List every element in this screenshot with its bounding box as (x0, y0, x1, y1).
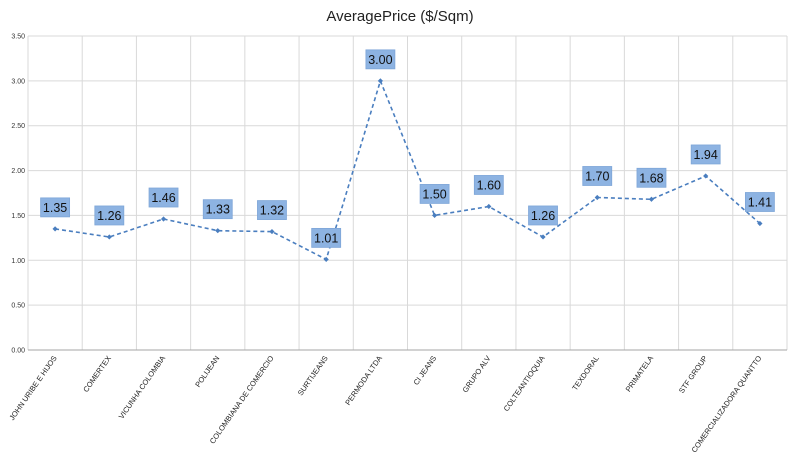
data-point (160, 216, 167, 222)
data-label-box (148, 187, 179, 208)
data-point (540, 234, 546, 240)
data-label: 1.50 (422, 187, 446, 201)
data-point (757, 220, 763, 227)
data-label-box (257, 200, 287, 220)
x-tick-label: VICUNHA COLOMBIA (117, 354, 167, 421)
y-tick-label: 1.00 (11, 258, 25, 265)
y-tick-label: 0.50 (11, 303, 25, 310)
data-point (269, 228, 275, 235)
data-point (377, 78, 383, 84)
data-label-box (582, 166, 613, 186)
x-tick-label: PRIMATELA (624, 354, 655, 394)
x-tick-label: GRUPO ALV (461, 354, 493, 394)
data-label: 1.68 (639, 171, 663, 185)
series-line (54, 78, 761, 261)
data-point (486, 203, 492, 210)
data-label: 1.70 (585, 169, 609, 183)
data-label-box (40, 197, 71, 218)
data-point (215, 228, 221, 234)
y-tick-label: 1.50 (11, 213, 25, 220)
y-tick-label: 3.50 (11, 34, 25, 41)
y-tick-label: 3.00 (11, 78, 25, 85)
x-tick-label: SURTIJEANS (296, 354, 330, 397)
chart-title: AveragePrice ($/Sqm) (326, 8, 474, 25)
data-label: 1.01 (314, 231, 338, 245)
data-label: 1.35 (43, 201, 67, 215)
data-label-box (473, 175, 504, 195)
x-tick-label: CI JEANS (412, 354, 439, 387)
data-label: 1.60 (477, 178, 501, 192)
data-label: 1.26 (97, 209, 121, 223)
data-point (323, 256, 329, 262)
data-label-box (419, 184, 450, 204)
data-label: 1.41 (748, 196, 772, 210)
data-label: 1.26 (531, 209, 555, 223)
x-tick-label: PERMODA LTDA (343, 354, 384, 407)
data-point (594, 194, 600, 201)
data-label-box (311, 227, 342, 248)
x-tick-label: JOHN URIBE E HIJOS (7, 354, 58, 422)
data-label-box (94, 205, 125, 226)
data-label-box (202, 199, 233, 220)
data-point (52, 226, 58, 232)
data-label: 1.33 (206, 203, 230, 217)
data-label-box (636, 167, 667, 188)
x-tick-label: STF GROUP (677, 354, 709, 395)
x-tick-label: COLOMBIANA DE COMERCIO (208, 354, 276, 446)
data-point (106, 234, 112, 240)
x-tick-label: COLTEANTIOQUIA (502, 354, 547, 413)
data-point (703, 173, 709, 179)
y-tick-label: 0.00 (11, 348, 25, 355)
data-label-box (690, 144, 721, 165)
x-tick-label: TEXDORAL (570, 354, 601, 392)
x-tick-label: COMERTEX (81, 354, 113, 394)
x-tick-label: POLIJEAN (193, 354, 221, 389)
data-label-box (365, 49, 396, 70)
data-point (432, 212, 438, 219)
data-label: 1.46 (151, 191, 175, 205)
data-label-box (528, 205, 558, 226)
y-tick-label: 2.00 (11, 168, 25, 175)
data-label: 1.94 (694, 148, 718, 162)
data-label: 3.00 (368, 53, 392, 67)
y-tick-label: 2.50 (11, 123, 25, 130)
data-point (648, 196, 655, 202)
data-label-box (744, 192, 775, 212)
data-label: 1.32 (260, 204, 284, 218)
